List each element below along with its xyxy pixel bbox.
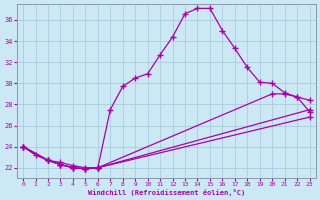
X-axis label: Windchill (Refroidissement éolien,°C): Windchill (Refroidissement éolien,°C) (88, 189, 245, 196)
